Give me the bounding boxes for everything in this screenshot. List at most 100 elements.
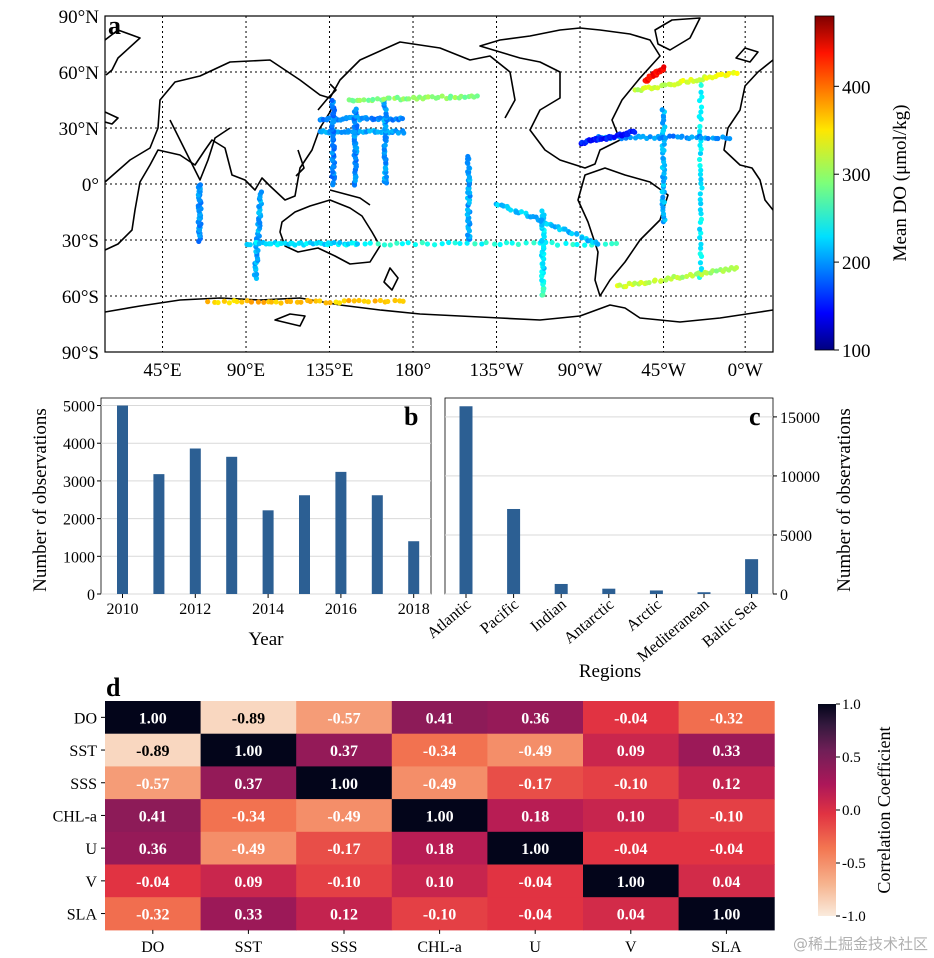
panel-b-x-tick-label: 2018	[398, 601, 430, 618]
observation-point	[367, 128, 373, 134]
observation-point	[697, 163, 703, 169]
panel-b-y-ticks: 0 1000 2000 3000 4000 5000	[63, 399, 101, 604]
heatmap-cell-SLA-CHL-a	[391, 897, 488, 931]
bar-year-2012	[189, 448, 201, 594]
heatmap-cell-value: 1.00	[234, 743, 262, 760]
track-north-atlantic-subpolar	[632, 69, 740, 94]
heatmap-cell-value: 0.09	[617, 743, 645, 760]
track-north-pacific-zonal-45n	[346, 93, 480, 104]
observation-point	[364, 116, 370, 122]
observation-point	[539, 208, 545, 214]
observation-point	[356, 297, 362, 304]
heatmap-cell-value: -0.32	[710, 710, 743, 727]
observation-point	[394, 240, 400, 246]
observation-point	[638, 279, 644, 286]
observation-point	[462, 94, 468, 100]
heatmap-cell-V-CHL-a	[391, 864, 488, 898]
heatmap-cell-value: 1.00	[617, 874, 645, 891]
observation-point	[383, 174, 390, 180]
panel-c-x-tick-label: Pacific	[477, 596, 522, 638]
heatmap-cell-value: 0.10	[617, 808, 645, 825]
heatmap-cell-V-V	[583, 864, 680, 898]
panel-c-frame	[444, 397, 774, 595]
panel-c-bar-chart: 0 5000 10000 15000 Atlantic Pacific IndianAnt…	[424, 397, 855, 682]
panel-b-x-tick-label: 2012	[179, 601, 211, 618]
observation-point	[698, 211, 704, 217]
map-x-tick-label: 180°	[395, 360, 431, 381]
heatmap-cell-DO-V	[583, 701, 680, 735]
observation-point	[518, 209, 525, 215]
observation-point	[698, 82, 704, 88]
observation-point	[646, 279, 652, 286]
observation-point	[540, 285, 546, 291]
panel-label-d: d	[106, 673, 121, 702]
observation-point	[215, 299, 221, 306]
observation-point	[574, 231, 580, 237]
heatmap-cell-value: 1.00	[426, 808, 454, 825]
observation-point	[357, 97, 363, 103]
observation-point	[278, 300, 284, 306]
observation-point	[425, 94, 431, 100]
observation-point	[365, 299, 371, 305]
heatmap-cell-SST-CHL-a	[391, 733, 488, 767]
map-x-tick-label: 135°E	[306, 360, 354, 381]
observation-point	[336, 300, 343, 306]
heatmap-cell-value: -0.49	[232, 841, 265, 858]
observation-point	[652, 277, 658, 283]
map-y-tick-label: 90°N	[59, 7, 100, 28]
panel-b-ylabel: Number of observations	[30, 408, 51, 592]
observation-point	[697, 235, 703, 241]
observation-point	[337, 240, 343, 246]
colorbar-do-label: Mean DO (μmol/kg)	[890, 105, 911, 262]
heatmap-cell-SSS-SLA	[678, 766, 775, 800]
map-x-tick-label: 45°E	[143, 360, 181, 381]
observation-point	[647, 134, 653, 140]
observation-point	[617, 282, 623, 288]
observation-point	[292, 242, 298, 248]
observation-point	[660, 194, 666, 200]
observation-point	[698, 201, 704, 207]
heatmap-cell-SSS-DO	[105, 766, 202, 800]
heatmap-cell-SLA-SLA	[678, 897, 775, 931]
observation-point	[540, 260, 546, 267]
observation-point	[595, 241, 601, 247]
panel-c-x-tick-label: Arctic	[623, 596, 665, 635]
heatmap-cell-U-V	[583, 831, 680, 865]
observation-point	[399, 115, 406, 122]
observation-point	[554, 242, 561, 248]
observation-point	[523, 240, 529, 246]
observation-point	[226, 300, 232, 306]
observation-point	[662, 82, 668, 88]
heatmap-cell-value: -0.49	[327, 808, 360, 825]
bar-region-atlantic	[459, 406, 473, 594]
bar-year-2010	[117, 405, 128, 594]
observation-point	[508, 207, 514, 213]
observation-point	[248, 299, 255, 305]
heatmap-cell-value: 0.37	[330, 743, 358, 760]
heatmap-cell-value: -0.10	[710, 808, 743, 825]
observation-point	[377, 115, 383, 121]
observation-point	[698, 104, 705, 110]
observation-point	[659, 107, 665, 113]
bar-year-2013	[226, 456, 238, 594]
observation-point	[323, 300, 329, 306]
bar-region-baltic-sea	[745, 559, 759, 594]
heatmap-cell-value: 0.12	[712, 776, 740, 793]
observation-point	[667, 133, 673, 139]
observation-point	[253, 271, 260, 277]
track-nw-pacific-meridional-3	[381, 97, 390, 186]
heatmap-row-label: V	[85, 874, 97, 891]
heatmap-cell-value: -0.10	[423, 907, 456, 924]
observation-point	[472, 241, 478, 247]
observation-point	[474, 93, 480, 99]
panel-c-y-tick-label: 15000	[780, 410, 820, 427]
colorbar-do-ticks: 100 200 300 400	[834, 77, 871, 362]
observation-point	[273, 299, 279, 305]
observation-point	[698, 167, 704, 173]
heatmap-cell-value: 0.09	[234, 874, 262, 891]
observation-point	[697, 197, 703, 203]
heatmap-cell-value: -0.17	[519, 776, 552, 793]
panel-b-y-tick-label: 5000	[63, 399, 95, 416]
observation-point	[713, 268, 720, 274]
